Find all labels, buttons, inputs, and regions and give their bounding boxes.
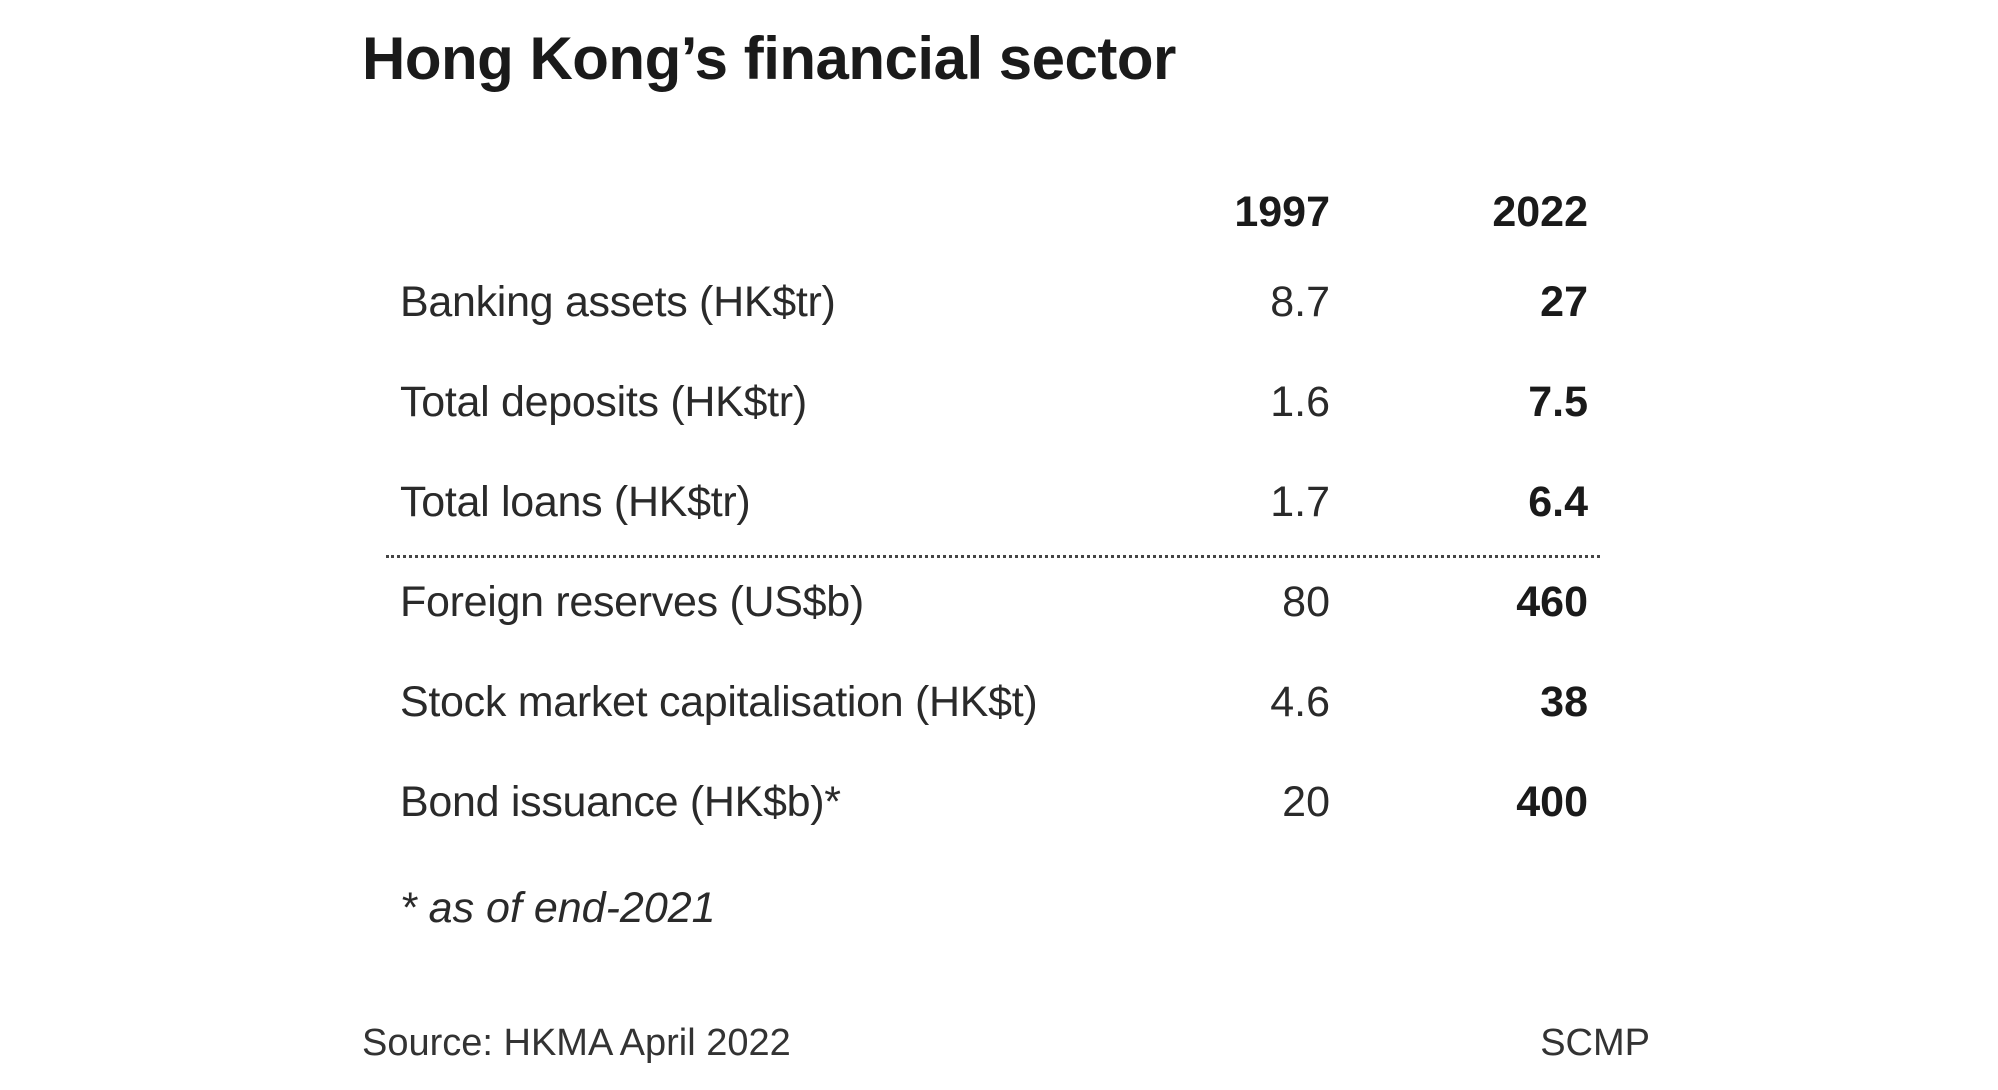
value-2022: 6.4 xyxy=(1528,478,1588,526)
column-header-2022: 2022 xyxy=(1492,188,1588,236)
table-row-stock-market-cap: Stock market capitalisation (HK$t) 4.6 3… xyxy=(0,678,1998,738)
value-1997: 1.6 xyxy=(1270,378,1330,426)
table-row-bond-issuance: Bond issuance (HK$b)* 20 400 xyxy=(0,778,1998,838)
chart-title: Hong Kong’s financial sector xyxy=(362,25,1176,92)
source-note: Source: HKMA April 2022 xyxy=(362,1022,791,1064)
column-header-1997: 1997 xyxy=(1234,188,1330,236)
publisher-credit: SCMP xyxy=(1540,1022,1650,1064)
row-label: Banking assets (HK$tr) xyxy=(400,278,836,326)
dotted-divider xyxy=(386,555,1600,558)
table-row-banking-assets: Banking assets (HK$tr) 8.7 27 xyxy=(0,278,1998,338)
row-label: Total deposits (HK$tr) xyxy=(400,378,807,426)
value-1997: 8.7 xyxy=(1270,278,1330,326)
value-2022: 400 xyxy=(1516,778,1588,826)
table-row-total-deposits: Total deposits (HK$tr) 1.6 7.5 xyxy=(0,378,1998,438)
row-label: Foreign reserves (US$b) xyxy=(400,578,864,626)
value-2022: 38 xyxy=(1540,678,1588,726)
table-row-foreign-reserves: Foreign reserves (US$b) 80 460 xyxy=(0,578,1998,638)
row-label: Stock market capitalisation (HK$t) xyxy=(400,678,1038,726)
footnote: * as of end-2021 xyxy=(400,884,716,932)
table-row-total-loans: Total loans (HK$tr) 1.7 6.4 xyxy=(0,478,1998,538)
value-2022: 27 xyxy=(1540,278,1588,326)
row-label: Bond issuance (HK$b)* xyxy=(400,778,841,826)
value-1997: 1.7 xyxy=(1270,478,1330,526)
value-2022: 7.5 xyxy=(1528,378,1588,426)
value-2022: 460 xyxy=(1516,578,1588,626)
value-1997: 80 xyxy=(1282,578,1330,626)
value-1997: 20 xyxy=(1282,778,1330,826)
row-label: Total loans (HK$tr) xyxy=(400,478,751,526)
value-1997: 4.6 xyxy=(1270,678,1330,726)
